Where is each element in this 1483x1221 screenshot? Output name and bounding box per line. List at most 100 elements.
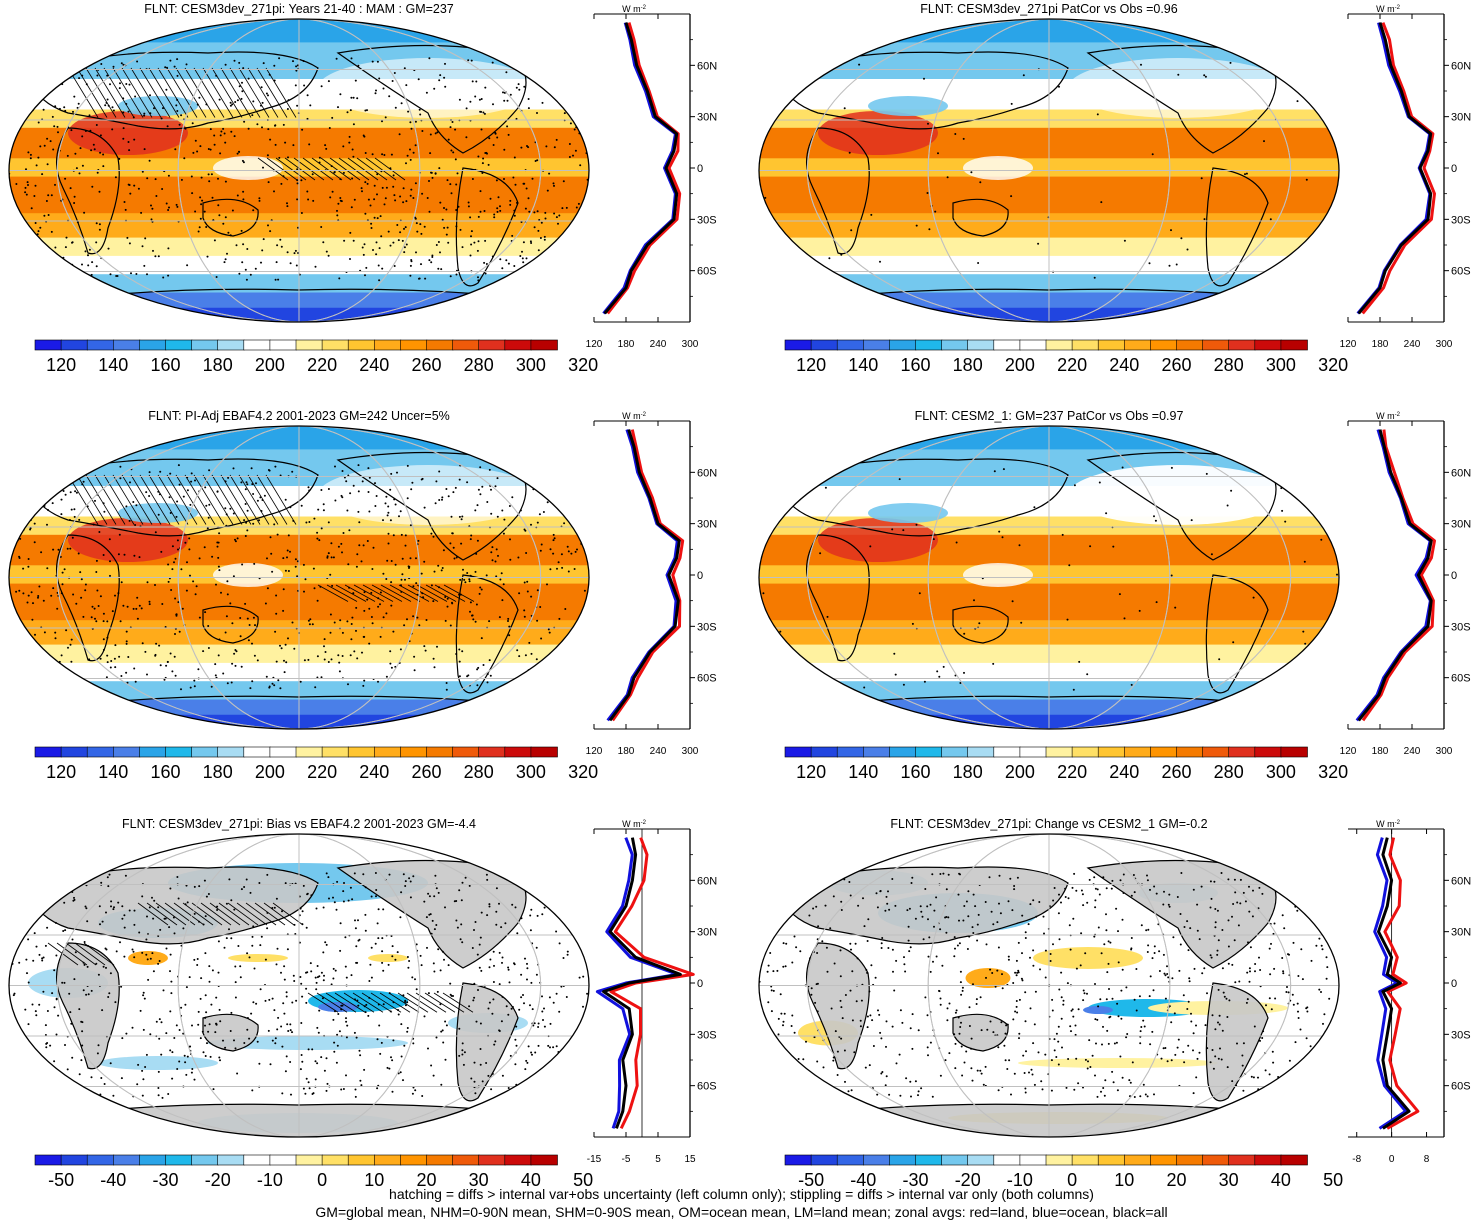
stipple-dot [213, 143, 216, 146]
stipple-dot [413, 655, 416, 658]
stipple-dot [142, 1078, 145, 1081]
stipple-dot [1296, 100, 1299, 103]
stipple-dot [441, 496, 444, 499]
stipple-dot [920, 1087, 923, 1090]
stipple-dot [96, 1052, 99, 1055]
stipple-dot [501, 995, 504, 998]
colorbar-bin [243, 339, 271, 351]
stipple-dot [526, 962, 528, 965]
stipple-dot [287, 637, 289, 640]
stipple-dot [300, 504, 303, 507]
colorbar-bin [1019, 339, 1047, 351]
stipple-dot [487, 1074, 490, 1077]
zonal-lat-label: 30N [697, 519, 717, 531]
stipple-dot [547, 628, 550, 631]
stipple-dot [1051, 998, 1054, 1001]
stipple-dot [477, 488, 480, 491]
zonal-lat-label: 30S [697, 1029, 717, 1041]
hatch-line [227, 902, 259, 926]
stipple-dot [1268, 997, 1271, 1000]
stipple-dot [391, 80, 394, 82]
stipple-dot [24, 191, 27, 194]
stipple-dot [25, 193, 28, 196]
stipple-dot [69, 187, 72, 190]
stipple-dot [1297, 878, 1300, 881]
stipple-dot [118, 157, 121, 160]
stipple-dot [83, 941, 86, 943]
cold-region [318, 58, 538, 118]
stipple-dot [868, 1064, 871, 1067]
stipple-dot [759, 1052, 761, 1055]
stipple-dot [50, 230, 53, 233]
stipple-dot [1065, 1086, 1068, 1089]
stipple-dot [468, 580, 471, 583]
stipple-dot [406, 956, 409, 958]
continent-outline [777, 51, 1069, 130]
stipple-dot [184, 1061, 187, 1064]
stipple-dot [184, 541, 187, 544]
stipple-dot [1080, 932, 1083, 935]
hatch-line [112, 67, 144, 118]
stipple-dot [149, 957, 152, 960]
stipple-dot [856, 957, 859, 960]
stipple-dot [1158, 970, 1161, 972]
stipple-dot [1093, 876, 1096, 879]
stipple-dot [465, 136, 468, 139]
stipple-dot [402, 187, 405, 190]
map-border [8, 833, 590, 1138]
stipple-dot [571, 1042, 574, 1045]
stipple-dot [1151, 153, 1154, 156]
stipple-dot [782, 942, 785, 945]
stipple-dot [338, 1030, 341, 1033]
zonal-lat-label: 0 [697, 163, 703, 175]
stipple-dot [406, 497, 409, 500]
stipple-dot [792, 904, 795, 907]
colorbar-tick-label: -40 [850, 1170, 876, 1190]
colorbar-bin [836, 746, 865, 758]
stipple-dot [296, 575, 299, 578]
stipple-dot [441, 1029, 444, 1032]
stipple-dot [865, 968, 868, 971]
stipple-dot [269, 230, 272, 233]
stipple-dot [301, 995, 304, 998]
stipple-dot [468, 578, 471, 581]
stipple-dot [1203, 967, 1206, 970]
stipple-dot [1151, 1030, 1154, 1033]
stipple-dot [1292, 941, 1295, 944]
colorbar-tick-label: 40 [1271, 1170, 1291, 1190]
stipple-dot [119, 477, 122, 480]
stipple-dot [377, 264, 380, 267]
stipple-dot [134, 680, 137, 683]
stipple-dot [1335, 954, 1338, 956]
stipple-dot [1204, 75, 1207, 78]
stipple-dot [370, 591, 373, 594]
stipple-dot [994, 985, 997, 988]
stipple-dot [954, 133, 957, 135]
stipple-dot [762, 468, 765, 471]
colorbar-bin [1097, 339, 1126, 351]
stipple-dot [1043, 932, 1045, 935]
stipple-dot [808, 914, 811, 917]
stipple-dot [90, 989, 93, 992]
continent-outline [455, 574, 519, 694]
colorbar-bin [810, 746, 839, 758]
stipple-dot [763, 1067, 766, 1070]
stipple-dot [832, 1059, 835, 1062]
stipple-dot [482, 664, 485, 666]
stipple-dot [508, 634, 511, 637]
stipple-dot [201, 199, 204, 202]
stipple-dot [215, 276, 218, 278]
stipple-dot [231, 209, 234, 212]
stipple-dot [1325, 956, 1328, 959]
stipple-dot [972, 983, 974, 986]
stipple-dot [443, 207, 445, 209]
stipple-dot [322, 241, 325, 244]
stipple-dot [70, 129, 73, 132]
stipple-dot [1216, 949, 1219, 952]
stipple-dot [1145, 929, 1148, 932]
stipple-dot [442, 1041, 445, 1044]
stipple-dot [782, 965, 785, 968]
stipple-dot [1024, 1087, 1027, 1090]
stipple-dot [20, 233, 23, 236]
stipple-dot [85, 993, 88, 996]
